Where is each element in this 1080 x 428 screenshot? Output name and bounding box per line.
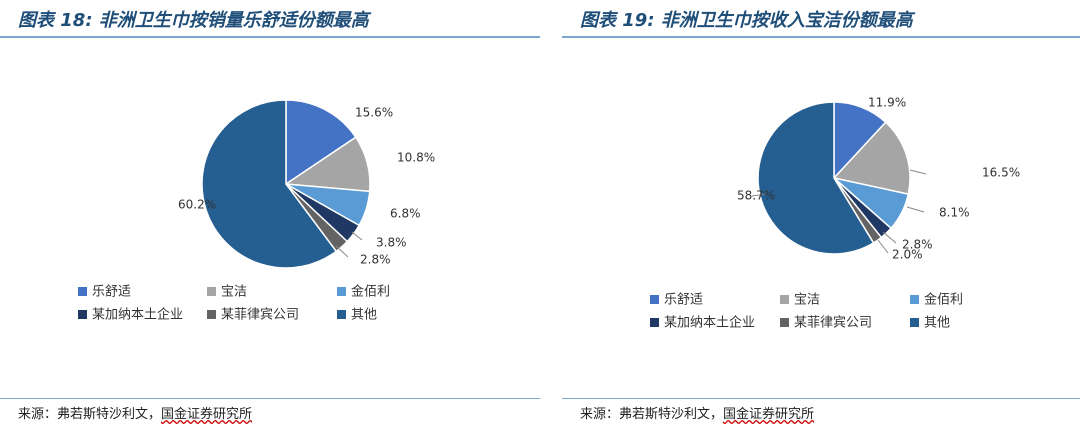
source-org: 国金证券研究所 <box>161 407 253 422</box>
legend-item-5: 某菲律宾公司 <box>207 307 299 323</box>
legend-item-4: 某加纳本土企业 <box>78 307 183 323</box>
legend-label: 其他 <box>351 308 377 323</box>
legend-swatch <box>207 310 216 319</box>
source-org: 国金证券研究所 <box>723 407 815 422</box>
chart-panel-18: 图表 18: 非洲卫生巾按销量乐舒适份额最高 15.6% 10.8% 6.8% 3.8… <box>0 10 540 422</box>
leader-line-4 <box>351 231 363 241</box>
data-label-3: 6.8% <box>390 207 421 221</box>
pie-chart-sales-share: 15.6% 10.8% 6.8% 3.8% 2.8% 60.2% 乐舒适 宝洁 金佰利某加纳本土… <box>78 99 435 323</box>
pie-slice-6 <box>757 101 875 255</box>
legend-label: 宝洁 <box>221 285 247 300</box>
chart-panel-19: 图表 19: 非洲卫生巾按收入宝洁份额最高 11.9% 16.5% 8.1% 2.8%… <box>562 0 1080 428</box>
legend-swatch <box>337 287 346 296</box>
legend-label: 乐舒适 <box>92 285 131 300</box>
legend-swatch <box>650 295 659 304</box>
legend-swatch <box>78 287 87 296</box>
legend-label: 某菲律宾公司 <box>221 307 299 323</box>
legend-swatch <box>910 318 919 327</box>
leader-line-5 <box>335 245 349 258</box>
source-note: 来源：弗若斯特沙利文，国金证券研究所 <box>18 403 252 422</box>
leader-line-3 <box>906 206 925 213</box>
source-note: 来源：弗若斯特沙利文，国金证券研究所 <box>580 403 814 422</box>
legend-label: 某加纳本土企业 <box>664 315 755 331</box>
title-divider <box>0 36 540 38</box>
legend-item-3: 金佰利 <box>337 284 390 300</box>
data-label-6: 60.2% <box>178 198 216 212</box>
leader-line-2 <box>909 169 927 175</box>
legend-label: 乐舒适 <box>664 293 703 308</box>
legend-label: 某菲律宾公司 <box>794 315 872 331</box>
legend-item-2: 宝洁 <box>780 293 820 308</box>
legend-swatch <box>780 295 789 304</box>
legend-item-3: 金佰利 <box>910 292 963 308</box>
title-divider <box>562 36 1080 38</box>
legend-label: 其他 <box>924 316 950 331</box>
legend-label: 金佰利 <box>351 284 390 300</box>
legend-label: 金佰利 <box>924 292 963 308</box>
leader-line-6 <box>751 193 767 197</box>
legend-swatch <box>780 318 789 327</box>
data-label-4: 3.8% <box>376 236 407 250</box>
legend-swatch <box>78 310 87 319</box>
data-label-2: 10.8% <box>397 151 435 165</box>
leader-line-4 <box>882 231 897 244</box>
legend-swatch <box>650 318 659 327</box>
legend-item-6: 其他 <box>910 316 950 331</box>
source-divider <box>562 398 1080 399</box>
legend-swatch <box>910 295 919 304</box>
legend-swatch <box>337 310 346 319</box>
legend-item-1: 乐舒适 <box>650 293 703 308</box>
data-label-6: 58.7% <box>737 189 775 203</box>
legend-item-4: 某加纳本土企业 <box>650 315 755 331</box>
data-label-5: 2.8% <box>360 253 391 267</box>
pie-chart-revenue-share: 11.9% 16.5% 8.1% 2.8%2.0% 58.7% 乐舒适 宝洁 金佰利某加纳本土… <box>650 96 1020 331</box>
pie-slice-2 <box>832 121 911 196</box>
legend-item-1: 乐舒适 <box>78 285 131 300</box>
source-divider <box>0 398 540 399</box>
legend-item-6: 其他 <box>337 308 377 323</box>
legend-item-2: 宝洁 <box>207 285 247 300</box>
data-label-5: 2.0% <box>892 248 923 262</box>
pie-slice-1 <box>285 99 357 186</box>
pie-slice-6 <box>201 99 338 269</box>
data-label-2: 16.5% <box>982 166 1020 180</box>
figure-title: 图表 19: 非洲卫生巾按收入宝洁份额最高 <box>580 10 913 31</box>
legend-label: 宝洁 <box>794 293 820 308</box>
legend-item-5: 某菲律宾公司 <box>780 315 872 331</box>
data-label-1: 15.6% <box>355 106 393 120</box>
legend-swatch <box>207 287 216 296</box>
leader-line-5 <box>877 239 889 254</box>
data-label-1: 11.9% <box>868 96 906 110</box>
data-label-4: 2.8% <box>902 238 933 252</box>
legend-label: 某加纳本土企业 <box>92 307 183 323</box>
data-label-3: 8.1% <box>939 206 970 220</box>
figure-title: 图表 18: 非洲卫生巾按销量乐舒适份额最高 <box>18 10 369 31</box>
source-prefix: 来源：弗若斯特沙利文， <box>18 407 162 422</box>
source-prefix: 来源：弗若斯特沙利文， <box>580 407 724 422</box>
